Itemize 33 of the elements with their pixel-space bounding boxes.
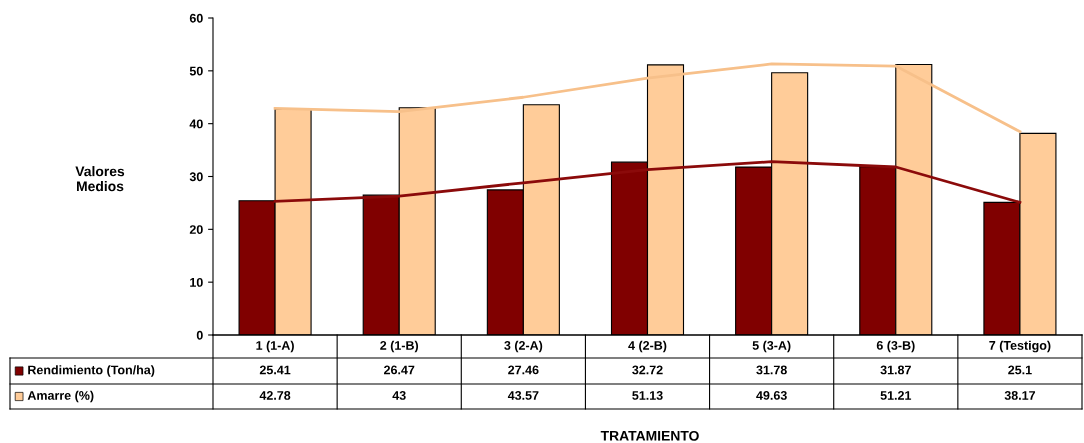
x-tick-label: 2 (1-B) (380, 340, 419, 353)
data-label: 25.41 (259, 365, 291, 375)
x-tick-label: 3 (2-A) (504, 340, 543, 353)
x-tick-label: 4 (2-B) (628, 340, 667, 353)
x-tick-label: 5 (3-A) (752, 340, 791, 353)
line-series (273, 62, 1022, 133)
x-tick-label: 7 (Testigo) (989, 340, 1051, 353)
x-tick-label: 6 (3-B) (876, 340, 915, 353)
y-tick-label: 60 (189, 13, 203, 23)
x-tick-label: 1 (1-A) (256, 340, 294, 353)
y-axis-title: Valores Medios (75, 166, 125, 192)
y-tick-label: 30 (189, 172, 203, 182)
data-label: 43 (392, 391, 406, 400)
data-label: 42.78 (259, 391, 291, 400)
data-label: 49.63 (756, 391, 787, 400)
data-label: 31.78 (756, 365, 787, 375)
data-label: 51.13 (632, 391, 663, 400)
legend-label: Amarre (%) (27, 390, 94, 403)
data-label: 43.57 (507, 391, 539, 400)
y-tick-label: 20 (189, 225, 203, 234)
data-label: 32.72 (632, 365, 663, 375)
y-tick-label: 50 (189, 66, 203, 76)
data-label: 31.87 (880, 365, 911, 375)
data-label: 25.1 (1008, 365, 1032, 375)
legend-label: Rendimiento (Ton/ha) (28, 365, 155, 377)
y-tick-label: 40 (189, 119, 203, 129)
data-label: 26.47 (384, 365, 415, 375)
data-label: 27.46 (508, 365, 539, 375)
data-label: 51.21 (880, 391, 912, 400)
y-tick-label: 10 (190, 277, 203, 287)
text: TRATAMIENTO (600, 430, 699, 441)
data-label: 38.17 (1004, 391, 1036, 400)
y-tick-label: 0 (196, 330, 203, 340)
